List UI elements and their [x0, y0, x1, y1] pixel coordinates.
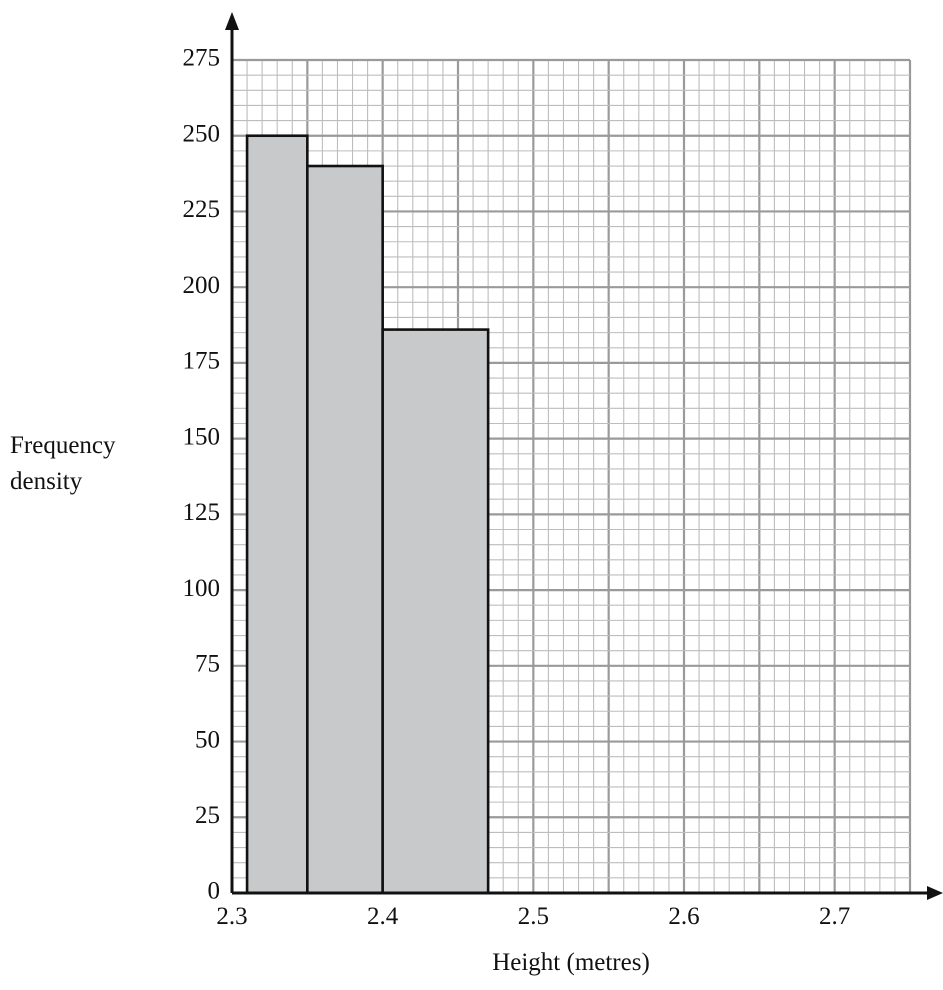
x-tick-label: 2.7: [819, 903, 850, 930]
y-axis-title-line-1: Frequency: [10, 432, 116, 459]
y-tick-label: 100: [183, 575, 221, 602]
histogram-bar-2: [306, 164, 384, 895]
y-tick-label: 0: [208, 878, 221, 905]
y-tick-label: 150: [183, 423, 221, 450]
x-tick-label: 2.4: [367, 903, 399, 930]
y-axis-title-line-2: density: [10, 468, 83, 495]
y-tick-label: 75: [195, 651, 220, 678]
x-axis-title: Height (metres): [492, 949, 650, 976]
y-tick-label: 225: [183, 196, 221, 223]
y-tick-label: 275: [183, 45, 221, 72]
axes: [225, 12, 943, 900]
x-tick-labels: 2.3 2.4 2.5 2.6 2.7: [216, 903, 850, 930]
y-tick-label: 25: [195, 802, 220, 829]
x-tick-label: 2.3: [216, 903, 247, 930]
y-tick-label: 125: [183, 499, 221, 526]
y-tick-label: 50: [195, 726, 220, 753]
x-axis-arrow-icon: [927, 886, 943, 900]
y-tick-labels: 0 25 50 75 100 125 150 175 200 225 250 275: [183, 45, 221, 905]
bars: [245, 134, 490, 895]
x-tick-label: 2.6: [668, 903, 699, 930]
histogram-bar-1: [245, 134, 309, 895]
x-tick-label: 2.5: [518, 903, 549, 930]
histogram-bar-3: [381, 328, 490, 895]
y-tick-label: 250: [183, 120, 221, 147]
y-tick-label: 175: [183, 348, 221, 375]
y-axis-arrow-icon: [225, 12, 239, 30]
y-tick-label: 200: [183, 272, 221, 299]
